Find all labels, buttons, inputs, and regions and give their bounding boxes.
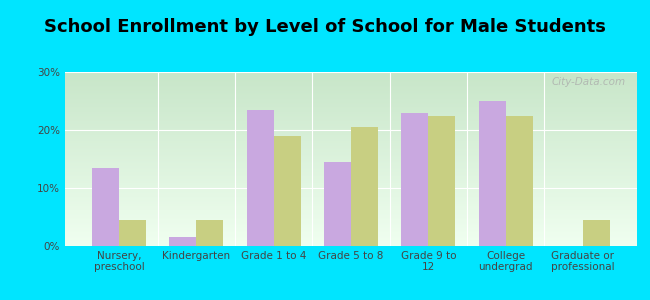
Bar bbox=[478, 101, 506, 246]
Bar bbox=[324, 162, 351, 246]
Bar bbox=[170, 237, 196, 246]
Bar bbox=[246, 110, 274, 246]
Bar bbox=[401, 112, 428, 246]
Text: School Enrollment by Level of School for Male Students: School Enrollment by Level of School for… bbox=[44, 18, 606, 36]
Bar bbox=[351, 127, 378, 246]
Bar bbox=[428, 116, 456, 246]
Bar bbox=[274, 136, 301, 246]
Bar bbox=[92, 168, 119, 246]
Bar bbox=[506, 116, 532, 246]
Bar bbox=[583, 220, 610, 246]
Bar bbox=[119, 220, 146, 246]
Bar bbox=[196, 220, 224, 246]
Text: City-Data.com: City-Data.com bbox=[551, 77, 625, 87]
